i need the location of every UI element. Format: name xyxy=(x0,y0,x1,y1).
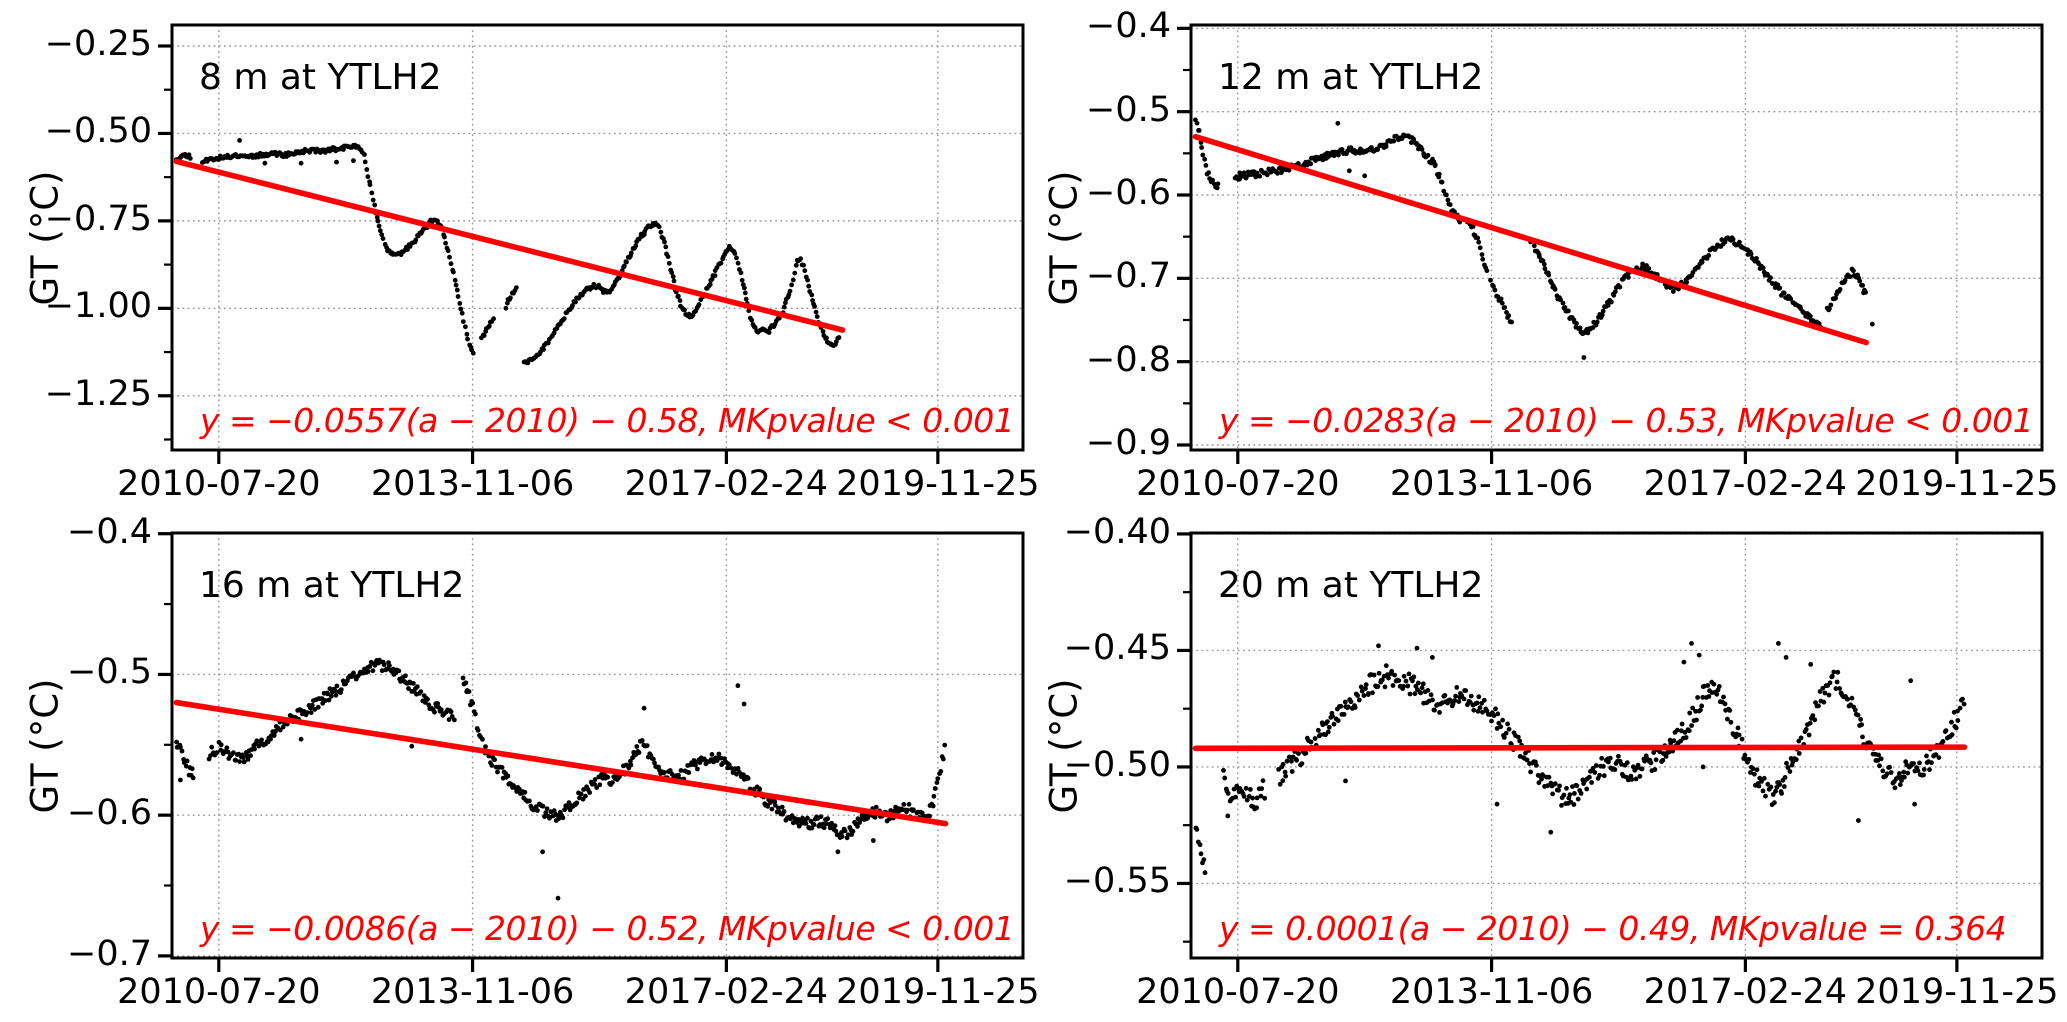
x-tick-label: 2010-07-20 xyxy=(117,972,321,1012)
x-tick-label: 2013-11-06 xyxy=(370,972,575,1012)
y-tick-label: −0.45 xyxy=(1063,628,1171,669)
y-tick-label: −0.9 xyxy=(1086,423,1171,463)
y-tick-label: −0.50 xyxy=(1063,744,1171,785)
y-tick-label: −0.8 xyxy=(1086,339,1171,380)
y-tick-label: −0.5 xyxy=(1086,89,1171,130)
y-tick-label: −0.7 xyxy=(1086,256,1171,297)
x-tick-label: 2017-02-24 xyxy=(1643,464,1848,504)
y-tick-label: −0.4 xyxy=(67,511,152,552)
y-tick-label: −0.75 xyxy=(44,198,152,239)
x-tick-label: 2019-11-25 xyxy=(1855,972,2059,1012)
y-tick-label: −0.5 xyxy=(67,652,152,693)
y-tick-label: −0.7 xyxy=(67,933,152,974)
x-tick-label: 2019-11-25 xyxy=(836,972,1040,1012)
trend-equation-20m: y = 0.0001(a − 2010) − 0.49, MKpvalue = … xyxy=(1219,909,2007,948)
x-tick-label: 2010-07-20 xyxy=(1136,972,1340,1012)
x-tick-label: 2019-11-25 xyxy=(836,464,1040,504)
trend-equation-8m: y = −0.0557(a − 2010) − 0.58, MKpvalue <… xyxy=(200,401,1015,440)
y-tick-label: −0.6 xyxy=(67,793,152,834)
panel-label-12m: 12 m at YTLH2 xyxy=(1218,57,1484,98)
x-tick-label: 2019-11-25 xyxy=(1855,464,2059,504)
x-tick-label: 2013-11-06 xyxy=(370,464,575,504)
trend-equation-16m: y = −0.0086(a − 2010) − 0.52, MKpvalue <… xyxy=(200,909,1015,948)
trend-equation-12m: y = −0.0283(a − 2010) − 0.53, MKpvalue <… xyxy=(1219,401,2034,440)
x-tick-label: 2010-07-20 xyxy=(1136,464,1340,504)
y-tick-label: −0.6 xyxy=(1086,173,1171,213)
y-tick-label: −0.55 xyxy=(1063,861,1171,902)
panel-label-16m: 16 m at YTLH2 xyxy=(199,565,465,606)
x-tick-label: 2013-11-06 xyxy=(1389,972,1594,1012)
y-tick-label: −1.25 xyxy=(44,373,152,414)
x-tick-label: 2017-02-24 xyxy=(624,464,829,504)
y-tick-label: −1.00 xyxy=(44,286,152,327)
x-tick-label: 2017-02-24 xyxy=(624,972,829,1012)
x-tick-label: 2017-02-24 xyxy=(1643,972,1848,1012)
y-tick-label: −0.50 xyxy=(44,111,152,152)
y-tick-label: −0.25 xyxy=(44,23,152,64)
y-tick-label: −0.4 xyxy=(1086,6,1171,47)
panel-label-20m: 20 m at YTLH2 xyxy=(1218,565,1484,606)
x-tick-label: 2010-07-20 xyxy=(117,464,321,504)
panel-label-8m: 8 m at YTLH2 xyxy=(199,57,442,98)
y-tick-label: −0.40 xyxy=(1063,511,1171,552)
x-tick-label: 2013-11-06 xyxy=(1389,464,1594,504)
